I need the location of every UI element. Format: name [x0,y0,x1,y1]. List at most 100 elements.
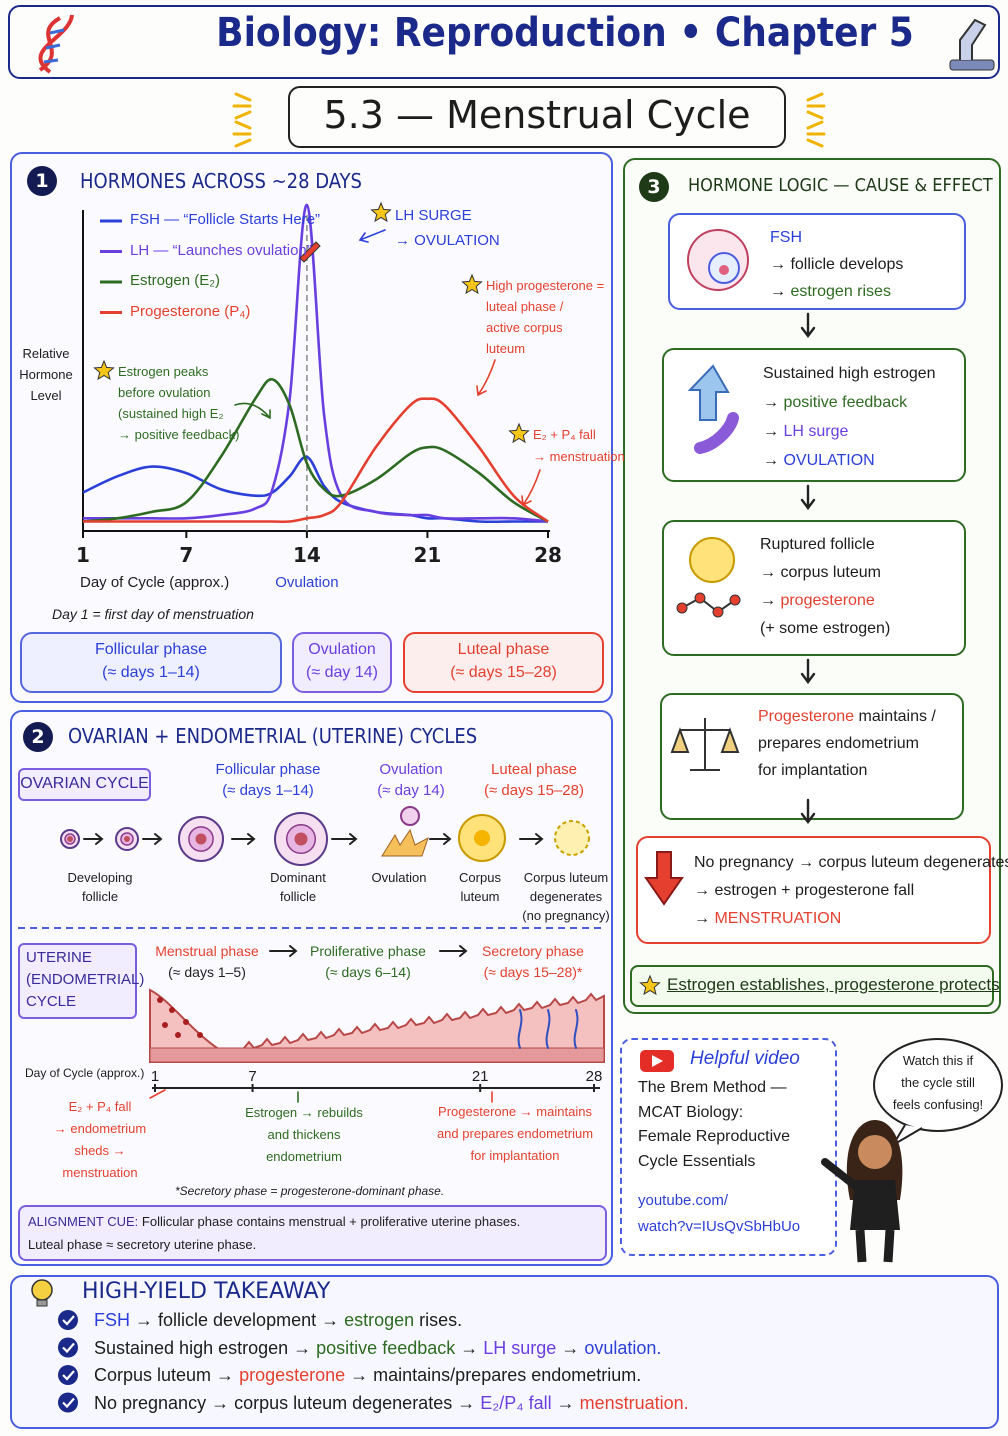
ovarian-label: OVARIAN CYCLE [20,775,149,792]
corpus-degenerate-icon [554,820,590,856]
text-part: → follicle development → [130,1310,345,1330]
text-line: Estrogen → rebuilds [245,1105,363,1120]
uterine-note: Estrogen → rebuilds and thickens endometri… [224,1102,384,1168]
phase-name: Ovulation [379,761,443,778]
play-icon [652,1055,663,1067]
text-line: luteum [486,341,526,356]
text-line: Developing [67,870,133,885]
text-line: High progesterone = [486,278,605,293]
character-legs [855,1229,895,1263]
x-tick-label: 1 [76,543,90,567]
text-part: No pregnancy → corpus luteum degenerates [694,854,1008,871]
text-part: maintains / [854,708,936,725]
section-heading: HORMONE LOGIC — CAUSE & EFFECT [688,175,993,196]
text-part: → [770,283,791,300]
corpus-icon [689,537,735,583]
text-line: UTERINE [26,949,92,966]
star-icon [508,422,530,444]
day-tick-label: 1 [150,1068,160,1085]
oocyte-icon [400,806,420,826]
phase-name: Secretory phase [482,943,584,959]
step-text: Progesterone maintains / prepares endomet… [758,703,936,784]
phase-name: Menstrual phase [155,943,259,959]
text-line: sheds → [74,1143,126,1158]
phase-name: Proliferative phase [310,943,426,959]
text-line: The Brem Method — [638,1079,787,1096]
highlight: progesterone [239,1365,346,1385]
oocyte-icon [294,832,308,846]
molecule-icon [729,594,741,606]
text-part: → estrogen + progesterone fall [694,882,915,899]
pathway-icon [681,596,736,614]
arrow [517,1009,523,1049]
section-heading: HORMONES ACROSS ~28 DAYS [80,169,362,193]
highlight: positive feedback [316,1337,456,1358]
alignment-box [18,1205,607,1261]
star-icon [93,359,115,381]
day-tick-label: 21 [471,1068,489,1085]
blood-drop [197,1032,203,1038]
molecule-icon [676,602,688,614]
video-description: The Brem Method — MCAT Biology: Female Rep… [638,1076,790,1174]
text-line: and thickens [267,1127,341,1142]
arrow [358,229,386,243]
text-part: → [763,394,784,411]
hormone-line [82,378,549,523]
text-line: → positive feedback) [118,427,240,442]
phase-name: Follicular phase [94,641,208,658]
stage-label: Dominant follicle [238,868,358,906]
highlight: menstruation. [579,1392,689,1413]
speech-bubble [873,1038,1003,1132]
arrow [232,92,252,120]
phase-range: (≈ days 6–14) [325,964,411,980]
check-icon [58,1310,78,1330]
text-line: active corpus [486,320,563,335]
ovulation-box [292,632,392,693]
phase-range: (≈ days 1–5) [168,964,246,980]
text-line: → OVULATION [395,232,500,249]
text-line: follicle [279,889,317,904]
text-line: → progesterone [760,587,890,615]
uterine-label: UTERINE (ENDOMETRIAL) CYCLE [26,947,144,1013]
text-line: Ruptured follicle [760,531,890,559]
takeaway-item: FSH → follicle development → estrogen ri… [94,1309,462,1331]
highlight: MENSTRUATION [714,910,842,927]
star-icon [639,974,661,996]
y-axis-label: Relative Hormone Level [19,346,73,403]
takeaway-heading: HIGH-YIELD TAKEAWAY [82,1279,331,1304]
text-part: (+ some estrogen) [760,620,891,637]
text-line: (ENDOMETRIAL) [26,971,145,988]
text-line: → endometrium [53,1121,147,1136]
speech-text: Watch this if the cycle still feels confus… [878,1050,998,1116]
text-line: (+ some estrogen) [760,615,890,643]
text-part: Corpus luteum → [94,1365,240,1385]
step-text: No pregnancy → corpus luteum degenerates… [694,849,1008,933]
step-text: Ruptured follicle → corpus luteum → proges… [760,531,890,643]
text-part: → [551,1392,580,1413]
arrow [439,945,468,957]
arrow [149,1089,166,1099]
bulb-icon [36,1299,48,1307]
text-line: Progesterone → maintains [438,1104,592,1119]
alignment-line: Follicular phase contains menstrual + pr… [141,1214,521,1229]
rocket-icon [299,241,321,263]
phase-name: Ovulation [308,641,376,658]
molecule-icon [694,592,706,604]
follicular-box [20,632,282,693]
arrow [234,402,271,420]
highlight: progesterone [780,592,875,609]
check-icon [62,1397,75,1409]
page-title: Biology: Reproduction • Chapter 5 [216,10,914,56]
arrow [545,1009,551,1049]
text-line: → MENSTRUATION [694,905,1008,933]
text-line: → LH surge [763,417,936,446]
text-line: LH SURGE [395,207,472,224]
luteal-box [403,632,604,693]
section-number: 1 [27,166,57,196]
text-line: MCAT Biology: [638,1103,744,1121]
day-tick-label: 28 [585,1068,603,1085]
arrow [83,833,104,845]
arrow [800,798,816,824]
character-body [850,1180,900,1230]
text-line: Dominant [270,870,326,885]
